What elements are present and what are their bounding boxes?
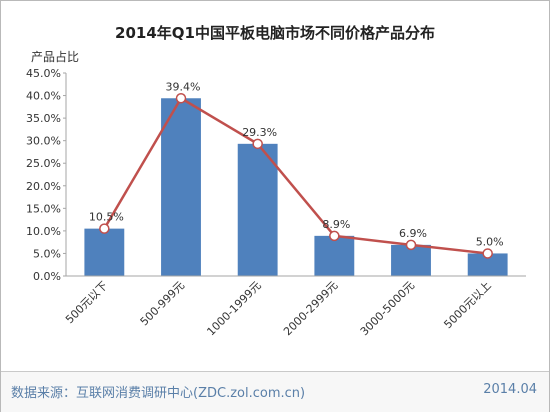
x-axis-ticks: 500元以下 500-999元 1000-1999元 2000-2999元 3000-5… [63, 279, 494, 338]
bar-6 [467, 253, 508, 276]
y-tick-label: 10.0% [26, 225, 61, 238]
bar-4 [314, 235, 355, 276]
line-point-5 [405, 239, 417, 251]
data-labels: 10.5% 39.4% 29.3% 8.9% 6.9% 5.0% [89, 80, 504, 248]
y-tick-label: 20.0% [26, 180, 61, 193]
y-axis-ticks: 0.0% 5.0% 10.0% 15.0% 20.0% 25.0% 30.0% 35.0% 40… [26, 67, 66, 283]
y-tick-label: 0.0% [33, 270, 61, 283]
y-tick-label: 35.0% [26, 112, 61, 125]
y-tick-label: 15.0% [26, 202, 61, 215]
data-label: 8.9% [322, 218, 350, 231]
data-label: 10.5% [89, 211, 124, 224]
footer: 数据来源：互联网消费调研中心(ZDC.zol.com.cn) 2014.04 [1, 371, 549, 412]
data-label: 6.9% [399, 227, 427, 240]
y-tick-label: 25.0% [26, 157, 61, 170]
x-tick-label: 500元以下 [63, 279, 110, 326]
y-tick-label: 5.0% [33, 247, 61, 260]
y-axis-label: 产品占比 [31, 49, 79, 64]
date-note: 2014.04 [483, 382, 537, 397]
line-point-1 [99, 223, 110, 234]
chart-title: 2014年Q1中国平板电脑市场不同价格产品分布 [115, 24, 435, 42]
axes [65, 73, 526, 277]
line-point-4 [329, 230, 340, 242]
x-tick-label: 5000元以上 [441, 279, 493, 331]
bar-2 [161, 98, 201, 276]
bars [84, 98, 508, 276]
x-tick-label: 500-999元 [138, 279, 187, 328]
data-label: 5.0% [476, 235, 504, 248]
x-tick-label: 3000-5000元 [358, 279, 417, 338]
bar-3 [237, 143, 278, 276]
line-point-2 [175, 93, 187, 104]
line-point-3 [252, 138, 263, 150]
trend-line-path [103, 96, 488, 255]
x-tick-label: 2000-2999元 [281, 279, 340, 338]
y-tick-label: 45.0% [26, 67, 61, 80]
line-point-6 [482, 248, 493, 259]
y-tick-label: 40.0% [26, 90, 61, 103]
data-label: 39.4% [166, 80, 201, 93]
y-tick-label: 30.0% [26, 135, 61, 148]
source-note: 数据来源：互联网消费调研中心(ZDC.zol.com.cn) [11, 386, 306, 401]
chart: 2014年Q1中国平板电脑市场不同价格产品分布 产品占比 0.0%5.0%10.… [26, 24, 526, 338]
bar-1 [84, 228, 125, 276]
data-label: 29.3% [242, 126, 277, 139]
x-tick-label: 1000-1999元 [204, 279, 263, 338]
trend-line [99, 93, 493, 259]
